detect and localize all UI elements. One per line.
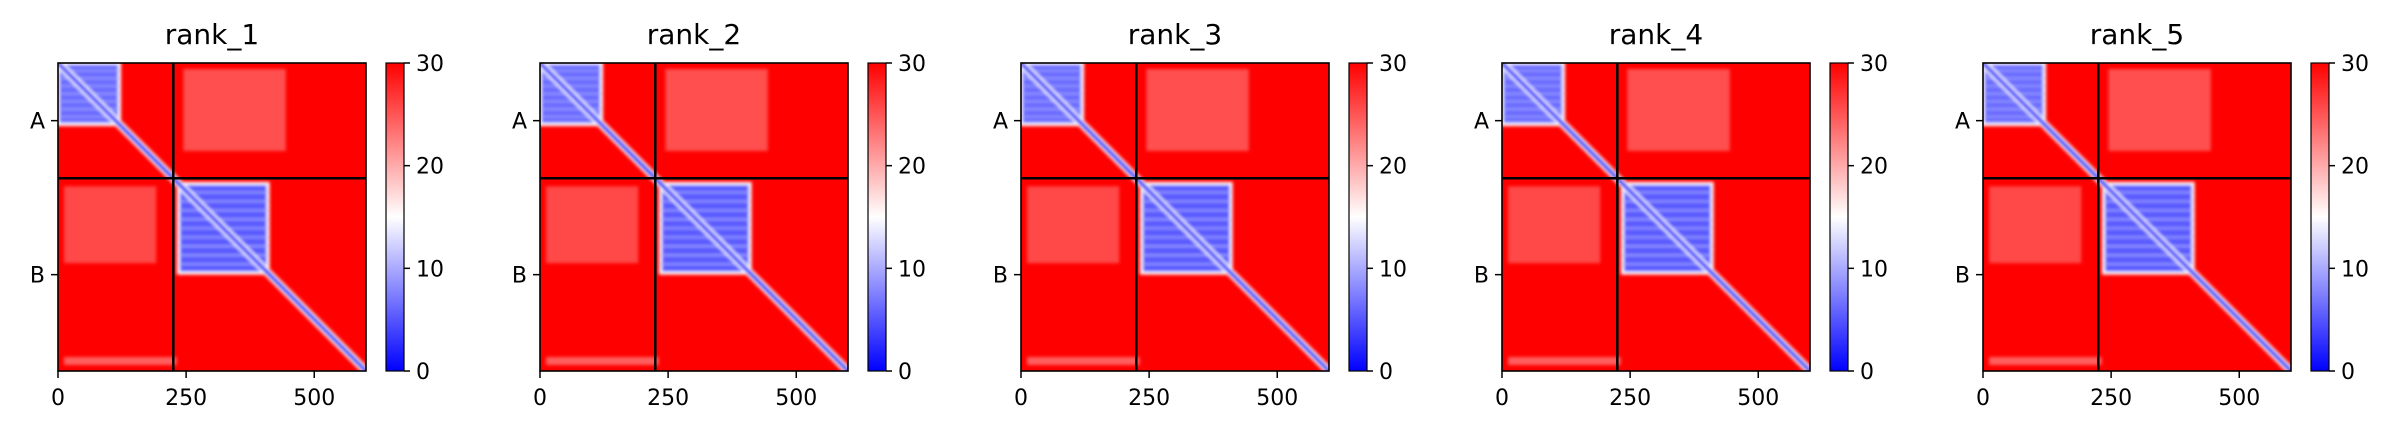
x-tick-label: 0 bbox=[1976, 386, 1990, 411]
colorbar-tick-label: 20 bbox=[898, 155, 926, 180]
colorbar-tick-label: 20 bbox=[1860, 155, 1888, 180]
off-diagonal-region bbox=[1989, 357, 2102, 365]
colorbar-tick-label: 30 bbox=[416, 52, 444, 77]
x-tick-label: 500 bbox=[1737, 386, 1779, 411]
off-diagonal-region bbox=[1508, 186, 1601, 264]
colorbar-tick-label: 10 bbox=[1379, 257, 1407, 282]
axes-frame bbox=[1020, 62, 1330, 372]
diagonal-band bbox=[58, 63, 366, 371]
y-tick-label: A bbox=[1955, 110, 1970, 135]
heatmap bbox=[1021, 63, 1329, 371]
x-tick-label: 500 bbox=[1256, 386, 1298, 411]
colorbar bbox=[1348, 62, 1368, 372]
x-tick-label: 0 bbox=[1495, 386, 1509, 411]
x-tick-label: 500 bbox=[775, 386, 817, 411]
heatmap bbox=[1983, 63, 2291, 371]
off-diagonal-region bbox=[1508, 357, 1621, 365]
pae-panel: rank_2 0 250 500 A B 0 10 20 30 bbox=[512, 18, 926, 411]
axes-frame bbox=[1501, 62, 1811, 372]
colorbar-tick-label: 30 bbox=[1860, 52, 1888, 77]
diagonal-band bbox=[1502, 63, 1810, 371]
y-tick-label: A bbox=[30, 110, 45, 135]
panel-title: rank_2 bbox=[647, 18, 741, 51]
axes-frame bbox=[539, 62, 849, 372]
colorbar-tick-label: 10 bbox=[1860, 257, 1888, 282]
colorbar bbox=[2310, 62, 2330, 372]
panel-title: rank_4 bbox=[1609, 18, 1703, 51]
axes-frame bbox=[1982, 62, 2292, 372]
colorbar-tick-label: 10 bbox=[416, 257, 444, 282]
y-tick-label: B bbox=[512, 264, 527, 289]
panel-title: rank_5 bbox=[2090, 18, 2184, 51]
off-diagonal-region bbox=[1989, 186, 2082, 264]
x-tick-label: 0 bbox=[533, 386, 547, 411]
colorbar bbox=[385, 62, 405, 372]
colorbar-tick-label: 0 bbox=[1860, 360, 1874, 385]
pae-panel: rank_5 0 250 500 A B 0 10 20 30 bbox=[1955, 18, 2369, 411]
colorbar-tick-label: 20 bbox=[1379, 155, 1407, 180]
x-tick-label: 250 bbox=[165, 386, 207, 411]
colorbar-tick-label: 0 bbox=[416, 360, 430, 385]
colorbar-tick-label: 20 bbox=[2341, 155, 2369, 180]
diagonal-band bbox=[1021, 63, 1329, 371]
panel-title: rank_3 bbox=[1128, 18, 1222, 51]
colorbar-tick-label: 0 bbox=[898, 360, 912, 385]
axes-frame bbox=[57, 62, 367, 372]
x-tick-label: 500 bbox=[2218, 386, 2260, 411]
x-tick-label: 250 bbox=[1128, 386, 1170, 411]
y-tick-label: B bbox=[1474, 264, 1489, 289]
x-tick-label: 250 bbox=[2090, 386, 2132, 411]
off-diagonal-region bbox=[1027, 186, 1120, 264]
x-tick-label: 500 bbox=[293, 386, 335, 411]
colorbar-tick-label: 30 bbox=[898, 52, 926, 77]
pae-panel: rank_1 0 250 500 A B 0 10 20 30 bbox=[30, 18, 444, 411]
off-diagonal-region bbox=[1027, 357, 1140, 365]
colorbar bbox=[867, 62, 887, 372]
off-diagonal-region bbox=[183, 69, 286, 151]
off-diagonal-region bbox=[64, 186, 157, 264]
heatmap bbox=[540, 63, 848, 371]
y-tick-label: B bbox=[1955, 264, 1970, 289]
colorbar-tick-label: 10 bbox=[2341, 257, 2369, 282]
y-tick-label: A bbox=[512, 110, 527, 135]
y-tick-label: A bbox=[1474, 110, 1489, 135]
heatmap bbox=[1502, 63, 1810, 371]
y-tick-label: B bbox=[993, 264, 1008, 289]
colorbar-tick-label: 30 bbox=[2341, 52, 2369, 77]
y-tick-label: A bbox=[993, 110, 1008, 135]
x-tick-label: 0 bbox=[51, 386, 65, 411]
off-diagonal-region bbox=[1146, 69, 1249, 151]
panel-title: rank_1 bbox=[165, 18, 259, 51]
y-tick-label: B bbox=[30, 264, 45, 289]
pae-panel: rank_4 0 250 500 A B 0 10 20 30 bbox=[1474, 18, 1888, 411]
pae-panel: rank_3 0 250 500 A B 0 10 20 30 bbox=[993, 18, 1407, 411]
x-tick-label: 0 bbox=[1014, 386, 1028, 411]
diagonal-band bbox=[540, 63, 848, 371]
colorbar-tick-label: 0 bbox=[1379, 360, 1393, 385]
off-diagonal-region bbox=[546, 186, 639, 264]
diagonal-band bbox=[1983, 63, 2291, 371]
off-diagonal-region bbox=[546, 357, 659, 365]
colorbar-tick-label: 30 bbox=[1379, 52, 1407, 77]
off-diagonal-region bbox=[1627, 69, 1730, 151]
off-diagonal-region bbox=[2108, 69, 2211, 151]
off-diagonal-region bbox=[665, 69, 768, 151]
x-tick-label: 250 bbox=[1609, 386, 1651, 411]
heatmap bbox=[58, 63, 366, 371]
off-diagonal-region bbox=[64, 357, 177, 365]
colorbar-tick-label: 10 bbox=[898, 257, 926, 282]
colorbar bbox=[1829, 62, 1849, 372]
colorbar-tick-label: 20 bbox=[416, 155, 444, 180]
x-tick-label: 250 bbox=[647, 386, 689, 411]
colorbar-tick-label: 0 bbox=[2341, 360, 2355, 385]
